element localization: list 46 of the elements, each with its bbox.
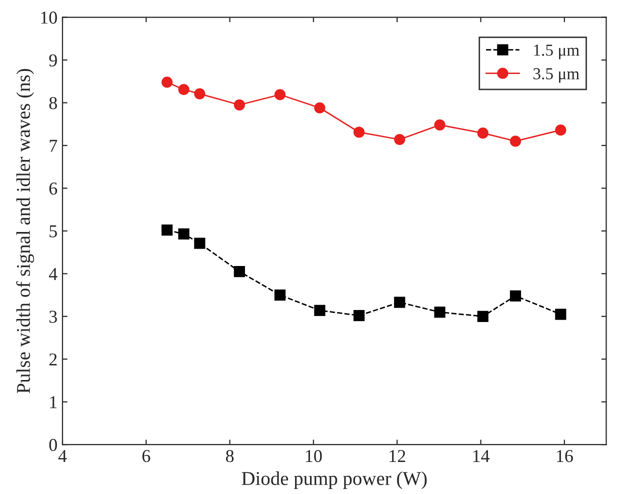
- point: [234, 266, 245, 278]
- point: [394, 134, 406, 146]
- point: [394, 296, 406, 308]
- point: [353, 126, 365, 138]
- y-tick-label: 10: [41, 12, 57, 24]
- y-tick-label: 5: [50, 225, 57, 238]
- legend-label: 1.5 μm: [534, 44, 580, 60]
- y-axis-title: Pulse width of signal and idler waves (ns): [16, 68, 34, 394]
- point: [434, 306, 446, 318]
- point: [314, 102, 326, 114]
- x-axis-title: Diode pump power (W): [242, 471, 427, 490]
- point: [353, 310, 365, 322]
- point: [510, 290, 522, 302]
- point: [194, 238, 206, 249]
- y-tick-label: 0: [49, 438, 57, 452]
- point: [477, 310, 488, 322]
- point: [555, 308, 566, 320]
- point: [477, 128, 488, 139]
- y-tick-label: 9: [49, 54, 57, 66]
- point: [434, 119, 446, 131]
- y-tick-label: 8: [49, 97, 57, 110]
- legend-label: 3.5 μm: [533, 68, 580, 83]
- x-tick-label: 8: [226, 450, 234, 462]
- point: [178, 84, 190, 96]
- point: [555, 124, 566, 136]
- y-tick-label: 2: [49, 353, 57, 366]
- x-tick-label: 6: [142, 450, 150, 462]
- x-tick-label: 12: [390, 450, 406, 462]
- point: [274, 289, 286, 301]
- y-tick-label: 6: [49, 182, 58, 195]
- point: [162, 224, 173, 236]
- point: [234, 99, 245, 110]
- point: [510, 136, 522, 147]
- y-tick-label: 7: [50, 140, 58, 152]
- point: [178, 228, 190, 240]
- point: [314, 304, 326, 316]
- x-tick-label: 10: [306, 450, 322, 462]
- x-tick-label: 4: [58, 450, 67, 462]
- y-tick-label: 3: [49, 310, 57, 323]
- y-tick-label: 4: [48, 268, 58, 280]
- point: [274, 89, 286, 100]
- x-tick-label: 16: [556, 450, 573, 462]
- x-tick-label: 14: [473, 450, 490, 462]
- point: [194, 88, 206, 100]
- y-tick-label: 1: [50, 396, 57, 408]
- point: [162, 76, 173, 88]
